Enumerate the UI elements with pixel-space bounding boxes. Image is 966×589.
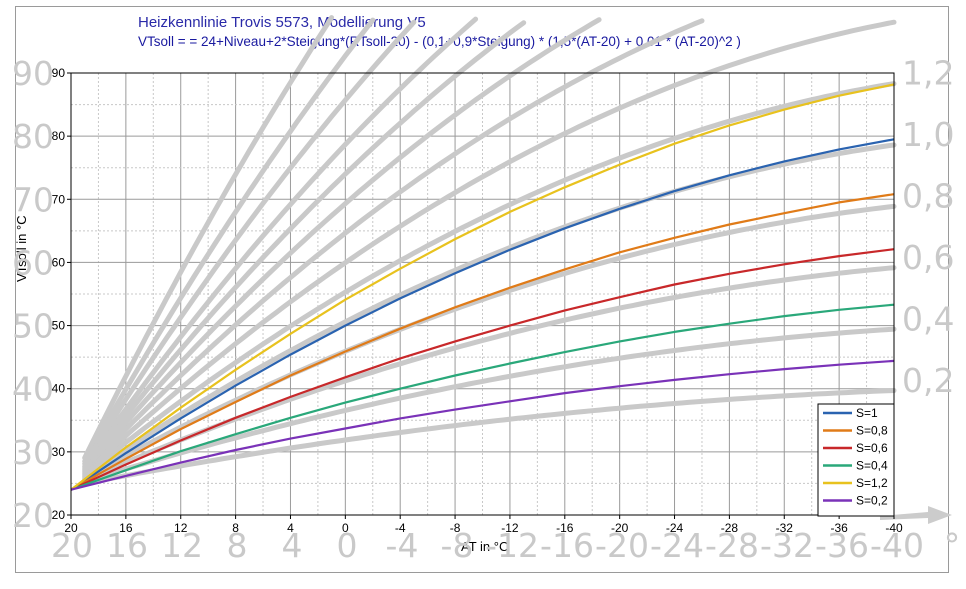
- bg-right-label: 0,2: [902, 361, 954, 400]
- bg-left-label: 50: [12, 307, 54, 346]
- bg-bottom-label: 12: [161, 526, 203, 565]
- bg-right-label: 1,0: [902, 115, 954, 154]
- bg-arrow: [880, 506, 952, 524]
- x-axis-label: AT in °C: [461, 539, 509, 554]
- bg-bottom-label: 8: [227, 526, 248, 565]
- plot-border: [70, 72, 895, 516]
- y-tick-label: 70: [52, 192, 66, 206]
- ghost-curve: [82, 17, 602, 473]
- bg-left-label: 80: [12, 117, 54, 156]
- legend-label-5: S=0,2: [856, 494, 888, 508]
- bg-bottom-label: °: [944, 526, 961, 565]
- ghost-curve: [82, 18, 705, 474]
- series-line-3: [70, 303, 895, 491]
- ghost-curve: [82, 142, 897, 479]
- legend-label-0: S=1: [856, 406, 878, 420]
- bg-bottom-label: 0: [337, 526, 358, 565]
- bg-right-label: 0,4: [902, 300, 954, 339]
- y-tick-label: 20: [52, 508, 66, 522]
- x-tick-label: 20: [64, 521, 78, 535]
- series-line-4: [70, 83, 895, 491]
- y-tick-label: 50: [52, 319, 66, 333]
- x-tick-label: 8: [232, 521, 239, 535]
- series-line-2: [70, 248, 895, 491]
- grid-layer: [70, 72, 895, 516]
- chart-title: Heizkennlinie Trovis 5573, Modellierung …: [138, 14, 426, 31]
- ghost-wedge: [100, 428, 120, 448]
- ghost-curve: [82, 203, 897, 481]
- bg-bottom-label: -20: [595, 526, 649, 565]
- bg-bottom-label: 16: [106, 526, 148, 565]
- legend-box: [817, 403, 895, 517]
- bg-left-label: 40: [12, 370, 54, 409]
- x-tick-label: -28: [721, 521, 739, 535]
- bg-left-label: 70: [12, 180, 54, 219]
- series-line-0: [70, 138, 895, 491]
- ghost-curve: [82, 20, 527, 471]
- x-tick-label: -20: [611, 521, 629, 535]
- x-tick-label: -4: [395, 521, 406, 535]
- bg-left-label: 90: [12, 54, 54, 93]
- legend: S=1 S=0,8 S=0,6 S=0,4 S=1,2 S=0,2: [817, 403, 895, 517]
- x-tick-label: 12: [174, 521, 188, 535]
- x-tick-label: -8: [450, 521, 461, 535]
- x-tick-label: -24: [666, 521, 684, 535]
- bg-bottom-label: -32: [760, 526, 814, 565]
- bg-bottom-label: 4: [282, 526, 303, 565]
- bg-bottom-label: -36: [815, 526, 869, 565]
- x-tick-label: -36: [830, 521, 848, 535]
- ghost-curve: [82, 81, 897, 478]
- ghost-curves-layer: [82, 15, 897, 486]
- ghost-curve: [82, 15, 335, 461]
- y-tick-label: 30: [52, 445, 66, 459]
- ghost-curve: [82, 326, 897, 485]
- x-tick-label: -40: [885, 521, 903, 535]
- legend-label-2: S=0,6: [856, 441, 888, 455]
- bg-left-label: 60: [12, 243, 54, 282]
- y-tick-label: 40: [52, 382, 66, 396]
- ghost-curve: [82, 19, 897, 476]
- bg-bottom-label: 20: [51, 526, 93, 565]
- bg-bottom-label: -28: [705, 526, 759, 565]
- legend-label-3: S=0,4: [856, 459, 888, 473]
- bg-bottom-label: -24: [650, 526, 704, 565]
- chart-formula: VTsoll = = 24+Niveau+2*Steigung*(RTsoll-…: [138, 34, 741, 49]
- x-tick-label: -12: [501, 521, 519, 535]
- bg-bottom-label: -8: [441, 526, 474, 565]
- series-layer: [70, 83, 895, 491]
- y-tick-label: 60: [52, 255, 66, 269]
- ghost-curve: [82, 17, 376, 464]
- bg-right-label: 1,2: [902, 54, 954, 93]
- bg-right-label: 0,8: [902, 177, 954, 216]
- bg-bottom-label: -16: [540, 526, 594, 565]
- x-tick-label: 4: [287, 521, 294, 535]
- ghost-curve: [82, 19, 417, 467]
- legend-label-4: S=1,2: [856, 476, 888, 490]
- ghost-curve: [82, 388, 897, 486]
- bg-right-label: 0,6: [902, 238, 954, 277]
- bg-left-label: 30: [12, 433, 54, 472]
- bg-bottom-label: -4: [386, 526, 419, 565]
- series-line-5: [70, 359, 895, 491]
- series-line-1: [70, 193, 895, 491]
- x-tick-label: 16: [119, 521, 133, 535]
- bg-bottom-label: -40: [870, 526, 924, 565]
- bg-left-label: 20: [12, 496, 54, 535]
- x-tick-label: -16: [556, 521, 574, 535]
- y-tick-label: 90: [52, 66, 66, 80]
- legend-label-1: S=0,8: [856, 424, 888, 438]
- x-tick-label: 0: [342, 521, 349, 535]
- y-tick-label: 80: [52, 129, 66, 143]
- bg-bottom-label: -12: [485, 526, 539, 565]
- ghost-group: [82, 15, 897, 486]
- x-tick-label: -32: [776, 521, 794, 535]
- ghost-curve: [82, 16, 479, 469]
